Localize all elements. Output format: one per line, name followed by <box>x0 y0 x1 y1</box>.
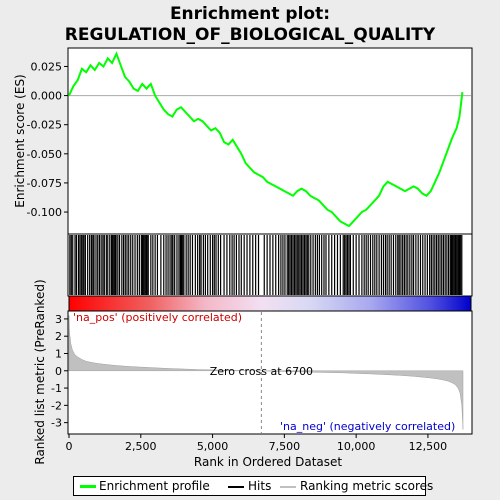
metric-y-tick-label: 1 <box>55 347 62 360</box>
x-tick-label: 0 <box>66 440 73 453</box>
metric-y-axis: 3 2 1 0 -1 -2 -3 <box>51 313 68 430</box>
zero-cross-label: Zero cross at 6700 <box>210 365 313 378</box>
hits-bars <box>69 235 463 295</box>
legend: Enrichment profile Hits Ranking metric s… <box>73 476 433 496</box>
es-panel <box>67 47 473 235</box>
legend-enrichment-swatch <box>80 485 96 488</box>
es-y-axis: 0.025 0.000 -0.025 -0.050 -0.075 -0.100 <box>27 60 68 219</box>
x-tick-label: 2,500 <box>125 440 157 453</box>
es-y-tick-label: -0.050 <box>27 148 62 161</box>
metric-y-tick-label: 0 <box>55 365 62 378</box>
es-y-tick-label: -0.025 <box>27 119 62 132</box>
enrichment-profile-line <box>68 51 464 228</box>
metric-y-tick-label: 3 <box>55 313 62 326</box>
x-tick-label: 12,500 <box>409 440 448 453</box>
legend-enrichment-profile: Enrichment profile <box>99 479 210 493</box>
x-axis-label: Rank in Ordered Dataset <box>194 455 342 469</box>
x-tick-label: 7,500 <box>269 440 301 453</box>
es-y-tick-label: 0.025 <box>31 60 63 73</box>
x-tick-label: 10,000 <box>337 440 376 453</box>
metric-y-tick-label: -1 <box>51 382 62 395</box>
es-y-tick-label: -0.075 <box>27 177 62 190</box>
metric-y-axis-label: Ranked list metric (PreRanked) <box>33 279 47 464</box>
metric-y-tick-label: -3 <box>51 417 62 430</box>
legend-metric-swatch <box>280 486 296 488</box>
neg-correlated-label: 'na_neg' (negatively correlated) <box>280 420 455 433</box>
legend-hits-swatch <box>228 486 244 488</box>
chart-title-line2: REGULATION_OF_BIOLOGICAL_QUALITY <box>65 25 436 45</box>
pos-correlated-label: 'na_pos' (positively correlated) <box>73 311 242 324</box>
metric-y-tick-label: 2 <box>55 330 62 343</box>
es-y-tick-label: 0.000 <box>31 90 63 103</box>
x-axis: 0 2,500 5,000 7,500 10,000 12,500 <box>66 434 448 453</box>
rank-color-band <box>68 295 472 312</box>
ranking-metric-area <box>68 315 464 430</box>
es-y-tick-label: -0.100 <box>27 206 62 219</box>
es-y-axis-label: Enrichment score (ES) <box>13 74 27 207</box>
metric-y-tick-label: -2 <box>51 399 62 412</box>
x-tick-label: 5,000 <box>197 440 229 453</box>
legend-hits: Hits <box>248 479 272 493</box>
legend-ranking-metric: Ranking metric scores <box>300 479 434 493</box>
chart-title-line1: Enrichment plot: <box>170 4 330 24</box>
